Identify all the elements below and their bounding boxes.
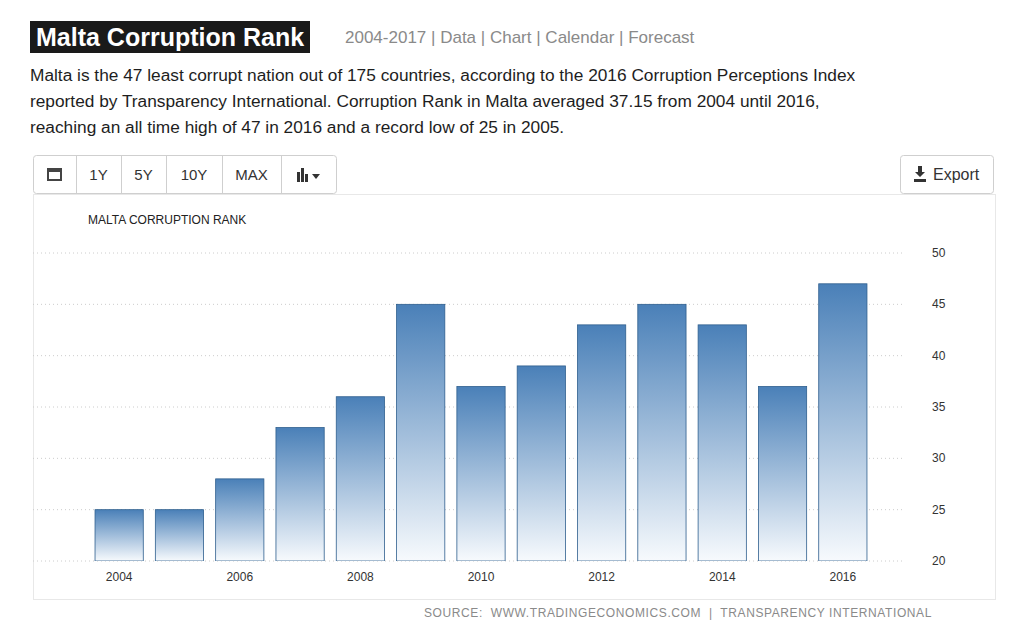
calendar-icon xyxy=(47,168,62,181)
x-tick-label: 2004 xyxy=(106,570,133,584)
range-button[interactable]: 1Y xyxy=(89,166,107,183)
toolbar-divider xyxy=(76,156,77,193)
bars xyxy=(95,284,867,561)
bar xyxy=(517,366,565,561)
bar xyxy=(155,510,203,561)
bar xyxy=(758,386,806,561)
chart-type-icon xyxy=(297,172,300,182)
grid-line xyxy=(33,304,905,305)
y-tick-label: 45 xyxy=(932,297,946,311)
y-tick-label: 25 xyxy=(932,503,946,517)
y-tick-label: 20 xyxy=(932,554,946,568)
chart-type-button[interactable] xyxy=(297,168,320,182)
bar xyxy=(577,325,625,561)
export-label[interactable]: Export xyxy=(933,166,980,183)
nav-links[interactable]: 2004-2017 | Data | Chart | Calendar | Fo… xyxy=(345,28,694,48)
chart-panel xyxy=(34,195,996,600)
x-axis: 2004 2006 2008 2010 2012 2014 2016 xyxy=(106,570,857,584)
x-tick-label: 2008 xyxy=(347,570,374,584)
y-tick-label: 40 xyxy=(932,349,946,363)
description-line: reported by Transparency International. … xyxy=(30,91,820,112)
grid-line xyxy=(33,253,905,254)
x-tick-label: 2012 xyxy=(588,570,615,584)
x-tick-label: 2016 xyxy=(829,570,856,584)
y-tick-label: 30 xyxy=(932,451,946,465)
toolbar-divider xyxy=(166,156,167,193)
x-tick-label: 2014 xyxy=(709,570,736,584)
description-line: Malta is the 47 least corrupt nation out… xyxy=(30,65,855,86)
toolbar-divider xyxy=(222,156,223,193)
chart-title: MALTA CORRUPTION RANK xyxy=(88,213,246,227)
range-button[interactable]: MAX xyxy=(235,166,268,183)
bar xyxy=(95,510,143,561)
page-title: Malta Corruption Rank xyxy=(30,21,310,53)
dropdown-caret xyxy=(312,174,320,179)
bar xyxy=(698,325,746,561)
toolbar-frame xyxy=(34,156,337,194)
range-button[interactable]: 5Y xyxy=(134,166,152,183)
toolbar: 1Y 5Y 10Y MAX xyxy=(34,156,337,194)
source-note: SOURCE: WWW.TRADINGECONOMICS.COM | TRANS… xyxy=(424,606,932,620)
range-button[interactable]: 10Y xyxy=(181,166,208,183)
grid-line xyxy=(33,355,905,356)
export-frame xyxy=(901,156,994,194)
chart-svg: 1Y5Y10YMAXExportMALTA CORRUPTION RANK202… xyxy=(0,0,1024,629)
chart-type-icon xyxy=(305,174,308,182)
y-tick-label: 35 xyxy=(932,400,946,414)
toolbar-divider xyxy=(121,156,122,193)
bar xyxy=(216,479,264,561)
bar xyxy=(457,386,505,561)
bar xyxy=(638,304,686,561)
description-line: reaching an all time high of 47 in 2016 … xyxy=(30,117,564,138)
bar xyxy=(276,428,324,561)
x-tick-label: 2010 xyxy=(468,570,495,584)
y-tick-label: 50 xyxy=(932,246,946,260)
download-icon xyxy=(914,166,926,182)
calendar-button[interactable] xyxy=(47,168,62,181)
bar xyxy=(819,284,867,561)
export-button[interactable]: Export xyxy=(901,156,994,194)
toolbar-divider xyxy=(281,156,282,193)
x-tick-label: 2006 xyxy=(226,570,253,584)
y-axis: 20 25 30 35 40 45 50 xyxy=(33,246,946,568)
calendar-icon xyxy=(49,172,60,179)
chart-type-icon xyxy=(301,168,304,182)
bar xyxy=(336,397,384,561)
bar xyxy=(397,304,445,561)
